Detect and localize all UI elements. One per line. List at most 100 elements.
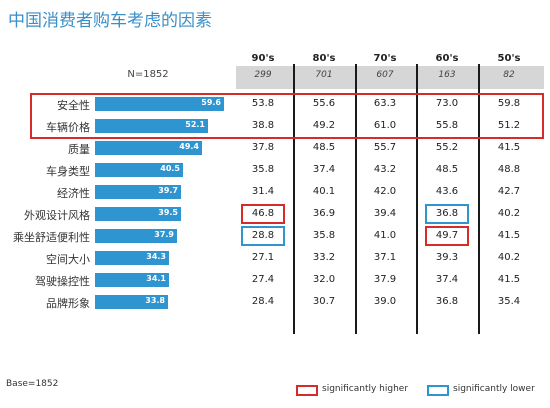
table-cell: 49.7	[435, 230, 459, 241]
factor-bar	[95, 119, 208, 133]
factor-bar	[95, 185, 181, 199]
table-cell: 36.8	[435, 208, 459, 219]
table-cell: 42.7	[497, 186, 521, 197]
table-cell: 51.2	[497, 120, 521, 131]
table-cell: 28.8	[251, 230, 275, 241]
column-header: 90's	[251, 53, 275, 64]
table-cell: 30.7	[312, 296, 336, 307]
factor-bar	[95, 141, 202, 155]
table-cell: 39.0	[373, 296, 397, 307]
table-cell: 46.8	[251, 208, 275, 219]
factor-label: 安全性	[57, 99, 90, 112]
table-cell: 38.8	[251, 120, 275, 131]
significant-higher-box	[425, 226, 469, 246]
table-cell: 33.2	[312, 252, 336, 263]
factor-bar-value: 40.5	[160, 164, 180, 173]
table-cell: 59.8	[497, 98, 521, 109]
table-cell: 35.4	[497, 296, 521, 307]
sample-size-label: N=1852	[127, 69, 169, 80]
table-cell: 37.1	[373, 252, 397, 263]
legend-higher-swatch	[296, 385, 318, 396]
table-cell: 37.4	[312, 164, 336, 175]
table-cell: 40.2	[497, 252, 521, 263]
column-header: 70's	[373, 53, 397, 64]
table-cell: 55.8	[435, 120, 459, 131]
factor-bar	[95, 207, 181, 221]
table-cell: 43.6	[435, 186, 459, 197]
table-cell: 27.1	[251, 252, 275, 263]
factor-label: 质量	[68, 143, 90, 156]
legend-lower-swatch	[427, 385, 449, 396]
column-count: 82	[503, 70, 515, 80]
factor-bar-value: 52.1	[185, 120, 205, 129]
table-cell: 40.1	[312, 186, 336, 197]
table-cell: 31.4	[251, 186, 275, 197]
column-header: 50's	[497, 53, 521, 64]
column-count: 299	[254, 70, 272, 80]
table-cell: 27.4	[251, 274, 275, 285]
factor-label: 车辆价格	[46, 121, 90, 134]
table-cell: 36.8	[435, 296, 459, 307]
factor-bar-value: 59.6	[201, 98, 221, 107]
column-count: 163	[438, 70, 456, 80]
table-cell: 35.8	[251, 164, 275, 175]
factor-bar-value: 37.9	[154, 230, 174, 239]
table-cell: 35.8	[312, 230, 336, 241]
factor-bar-value: 49.4	[179, 142, 199, 151]
table-cell: 48.5	[435, 164, 459, 175]
column-header: 80's	[312, 53, 336, 64]
table-cell: 48.8	[497, 164, 521, 175]
column-count: 701	[315, 70, 333, 80]
table-cell: 41.5	[497, 230, 521, 241]
factor-bar	[95, 163, 183, 177]
legend-higher-label: significantly higher	[322, 384, 409, 394]
column-header: 60's	[435, 53, 459, 64]
column-divider	[293, 64, 295, 334]
table-cell: 39.4	[373, 208, 397, 219]
column-count: 607	[376, 70, 394, 80]
table-cell: 32.0	[312, 274, 336, 285]
factor-bar-value: 39.5	[158, 208, 178, 217]
factor-bar-value: 34.1	[146, 274, 166, 283]
factor-label: 乘坐舒适便利性	[13, 231, 90, 244]
table-cell: 37.8	[251, 142, 275, 153]
legend-lower-label: significantly lower	[453, 384, 535, 394]
factor-bar-value: 39.7	[158, 186, 178, 195]
table-cell: 53.8	[251, 98, 275, 109]
table-cell: 41.0	[373, 230, 397, 241]
table-cell: 63.3	[373, 98, 397, 109]
table-cell: 37.9	[373, 274, 397, 285]
table-cell: 41.5	[497, 142, 521, 153]
table-cell: 48.5	[312, 142, 336, 153]
factor-label: 车身类型	[46, 165, 90, 178]
count-band	[236, 66, 544, 89]
column-divider	[416, 64, 418, 334]
table-cell: 55.7	[373, 142, 397, 153]
factor-label: 经济性	[57, 187, 90, 200]
column-divider	[355, 64, 357, 334]
factor-bar-value: 34.3	[146, 252, 166, 261]
factor-bar-value: 33.8	[145, 296, 165, 305]
column-divider	[478, 64, 480, 334]
factor-bar	[95, 97, 224, 111]
factor-label: 驾驶操控性	[35, 275, 90, 288]
table-cell: 61.0	[373, 120, 397, 131]
significant-higher-box	[241, 204, 285, 224]
factor-bar	[95, 273, 169, 287]
table-cell: 55.2	[435, 142, 459, 153]
table-cell: 55.6	[312, 98, 336, 109]
significant-lower-box	[425, 204, 469, 224]
table-cell: 37.4	[435, 274, 459, 285]
table-cell: 42.0	[373, 186, 397, 197]
chart-title: 中国消费者购车考虑的因素	[8, 11, 212, 31]
top-rows-outline	[30, 93, 544, 139]
table-cell: 49.2	[312, 120, 336, 131]
table-cell: 36.9	[312, 208, 336, 219]
base-label: Base=1852	[6, 379, 59, 389]
factor-bar	[95, 229, 177, 243]
factor-label: 空间大小	[46, 253, 90, 266]
table-cell: 41.5	[497, 274, 521, 285]
factor-bar	[95, 251, 169, 265]
factor-bar	[95, 295, 168, 309]
